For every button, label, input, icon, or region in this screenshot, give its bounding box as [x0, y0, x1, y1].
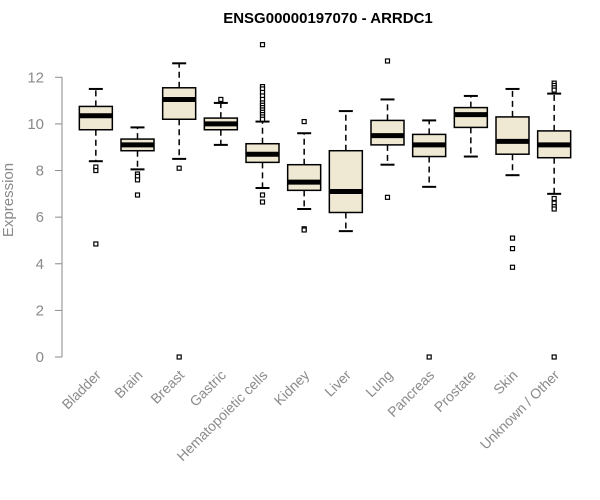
- box-2: [161, 62, 197, 360]
- box-1: [120, 126, 155, 198]
- iqr-box: [286, 163, 322, 192]
- box-7: [370, 58, 405, 200]
- outlier-point: [551, 206, 557, 212]
- box-6: [328, 110, 364, 233]
- outlier-point: [551, 87, 557, 93]
- y-axis: 0 2 4 6 8 10 12: [27, 69, 63, 366]
- outlier-point: [384, 58, 391, 64]
- box-10: [495, 87, 530, 270]
- box-0: [78, 87, 114, 247]
- y-axis-label: Expression: [0, 163, 17, 237]
- x-tick-label: Prostate: [431, 367, 479, 415]
- iqr-box: [495, 116, 530, 155]
- x-tick-label: Brain: [111, 367, 145, 401]
- chart-title: ENSG00000197070 - ARRDC1: [223, 10, 433, 27]
- y-tick-label: 0: [36, 349, 44, 366]
- box-8: [411, 119, 447, 360]
- outlier-point: [301, 227, 307, 233]
- outlier-point: [134, 177, 141, 183]
- outlier-point: [259, 116, 266, 122]
- iqr-box: [161, 87, 197, 120]
- outlier-point: [509, 264, 516, 270]
- boxes: [78, 42, 572, 360]
- y-tick-label: 4: [36, 256, 44, 273]
- x-tick-label: Skin: [490, 367, 521, 398]
- x-tick-label: Unknown / Other: [477, 367, 563, 453]
- outlier-point: [426, 354, 432, 360]
- y-tick-label: 2: [36, 302, 44, 319]
- y-tick-label: 6: [36, 209, 44, 226]
- outlier-point: [93, 167, 99, 174]
- y-tick-label: 12: [27, 69, 44, 86]
- box-4: [245, 42, 280, 205]
- iqr-box: [453, 106, 489, 129]
- x-tick-label: Bladder: [59, 367, 105, 413]
- y-tick-label: 10: [27, 116, 44, 133]
- iqr-box: [328, 149, 364, 214]
- outlier-point: [509, 235, 516, 241]
- outlier-point: [551, 195, 557, 202]
- box-9: [453, 94, 489, 158]
- box-11: [536, 80, 572, 360]
- box-5: [286, 118, 322, 233]
- y-tick-label: 8: [36, 163, 44, 180]
- outlier-point: [259, 199, 266, 205]
- x-tick-label: Lung: [362, 367, 395, 400]
- outlier-point: [509, 246, 516, 252]
- outlier-point: [551, 354, 557, 360]
- x-tick-label: Breast: [147, 367, 187, 407]
- outlier-point: [176, 165, 182, 171]
- iqr-box: [370, 119, 405, 146]
- outlier-point: [301, 118, 307, 125]
- outlier-point: [259, 192, 266, 198]
- outlier-point: [218, 96, 224, 103]
- x-tick-label: Kidney: [271, 367, 313, 409]
- outlier-point: [384, 194, 391, 200]
- x-tick-label: Liver: [321, 367, 354, 400]
- outlier-point: [259, 42, 266, 48]
- outlier-point: [93, 241, 99, 247]
- box-3: [203, 96, 239, 146]
- outlier-point: [176, 354, 182, 360]
- outlier-point: [134, 192, 141, 198]
